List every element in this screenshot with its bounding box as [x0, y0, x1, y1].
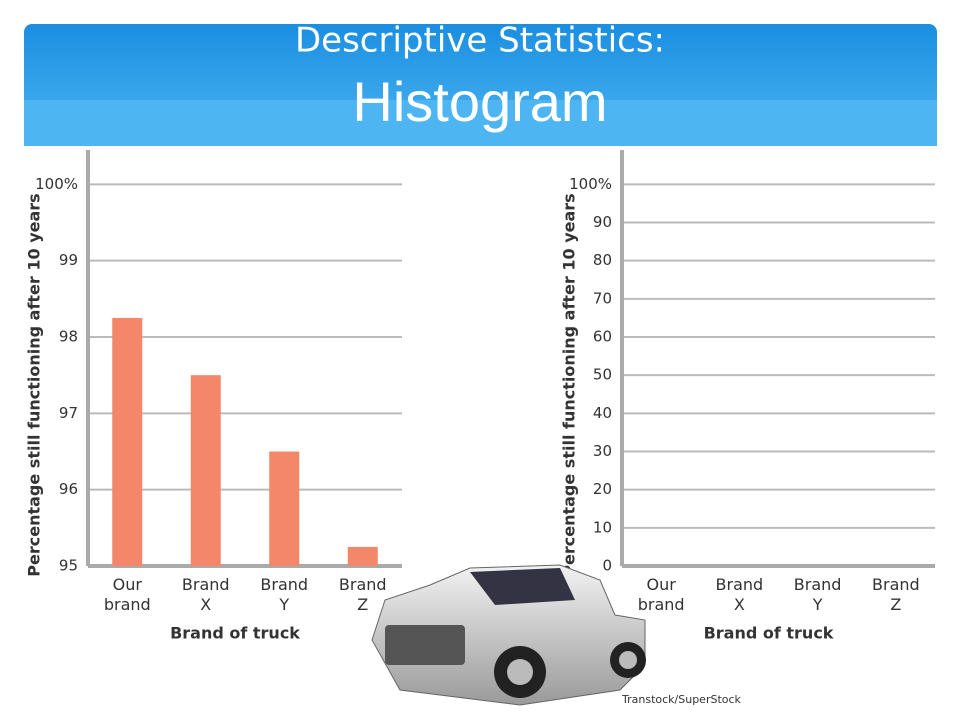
y-axis-label: Percentage still functioning after 10 ye… [560, 193, 579, 576]
y-tick-label: 20 [593, 480, 612, 498]
x-tick-label: Our brand [637, 575, 685, 614]
header-band-base [24, 100, 937, 146]
y-tick-label: 97 [59, 404, 78, 422]
x-tick-label: Brand Z [338, 575, 387, 614]
y-tick-label: 10 [593, 518, 612, 536]
y-tick-label: 80 [593, 251, 612, 269]
slide-title: Descriptive Statistics: [295, 21, 665, 61]
bar [269, 451, 300, 566]
x-tick-label: Our brand [103, 575, 151, 614]
y-tick-label: 60 [593, 328, 612, 346]
y-tick-label: 70 [593, 289, 612, 307]
bar [190, 375, 221, 566]
x-tick-label: Brand Y [260, 575, 309, 614]
y-tick-label: 100% [35, 175, 78, 193]
y-tick-label: 99 [59, 251, 78, 269]
x-axis-label: Brand of truck [170, 624, 300, 643]
y-tick-label: 50 [593, 366, 612, 384]
y-tick-label: 30 [593, 442, 612, 460]
y-tick-label: 0 [602, 557, 612, 575]
y-tick-label: 90 [593, 213, 612, 231]
slide-subtitle: Histogram [352, 70, 607, 133]
y-tick-label: 96 [59, 480, 78, 498]
y-axis-label: Percentage still functioning after 10 ye… [25, 193, 44, 576]
x-tick-label: Brand Y [793, 575, 842, 614]
y-tick-label: 98 [59, 328, 78, 346]
bar [347, 546, 378, 566]
y-tick-label: 95 [59, 557, 78, 575]
x-tick-label: Brand Z [872, 575, 920, 614]
truck-photo [371, 564, 646, 706]
x-tick-label: Brand X [181, 575, 230, 614]
y-tick-label: 100% [569, 175, 612, 193]
x-axis-label: Brand of truck [704, 624, 834, 643]
photo-credit: Transtock/SuperStock [621, 693, 742, 706]
y-tick-label: 40 [593, 404, 612, 422]
x-tick-label: Brand X [715, 575, 764, 614]
bar [112, 317, 143, 566]
